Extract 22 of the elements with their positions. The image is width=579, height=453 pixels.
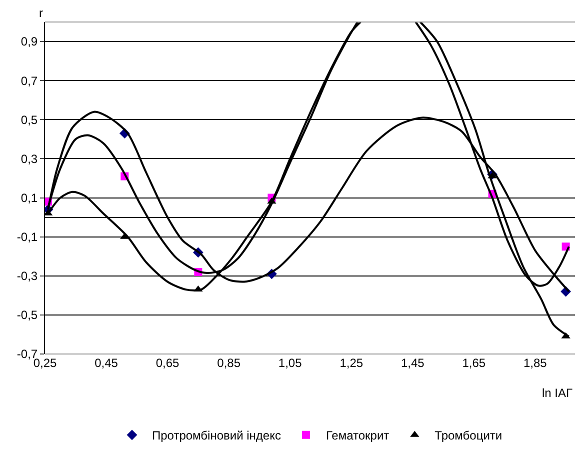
- legend-label: Тромбоцити: [434, 428, 502, 443]
- y-tick-label: 0,9: [20, 34, 38, 49]
- y-tick-label: 0,1: [20, 190, 38, 205]
- x-axis-title: ln IAГ: [542, 386, 574, 400]
- x-tick-label: 1,65: [462, 356, 486, 370]
- y-tick-label: -0,1: [16, 230, 38, 244]
- y-tick-label: 0,7: [20, 74, 38, 88]
- y-tick-label: -0,5: [16, 308, 38, 322]
- x-tick-label: 1,25: [340, 356, 364, 370]
- y-tick-label: 0,5: [20, 112, 38, 127]
- y-tick-label: 0,3: [20, 152, 38, 166]
- x-tick-label: 0,45: [94, 356, 118, 370]
- x-tick-label: 1,45: [400, 356, 425, 370]
- x-tick-label: 1,05: [278, 356, 302, 370]
- x-tick-label: 0,85: [217, 356, 241, 370]
- x-tick-label: 0,25: [33, 356, 57, 370]
- legend-label: Протромбіновий індекс: [152, 428, 281, 443]
- y-axis-title: r: [39, 6, 43, 20]
- x-tick-label: 1,85: [523, 356, 548, 370]
- x-tick-label: 0,65: [156, 356, 180, 370]
- y-tick-label: -0,3: [16, 269, 38, 284]
- legend-label: Гематокрит: [326, 428, 390, 443]
